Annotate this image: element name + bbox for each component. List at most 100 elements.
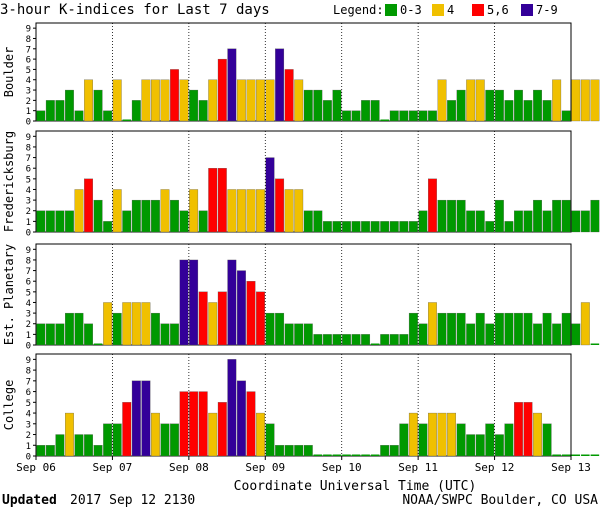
bar (275, 178, 285, 233)
bar (466, 323, 476, 346)
y-tick-label: 2 (26, 320, 31, 330)
bar (246, 281, 256, 346)
panel-frame (35, 243, 572, 346)
bar (332, 89, 342, 122)
y-tick-label: 6 (26, 165, 31, 175)
bar (141, 380, 151, 457)
bar (141, 199, 151, 233)
bar (342, 110, 351, 122)
legend-item-label-2: 5,6 (487, 3, 509, 17)
bar (533, 412, 542, 457)
bar (447, 312, 457, 346)
bar (170, 199, 179, 233)
bar (227, 359, 237, 457)
source-credit: NOAA/SWPC Boulder, CO USA (402, 493, 598, 508)
bar (84, 178, 93, 233)
bar (150, 79, 160, 122)
y-tick-label: 9 (26, 356, 31, 366)
bar (84, 79, 93, 122)
bar (55, 434, 65, 457)
bar (361, 454, 370, 456)
bar (74, 189, 84, 233)
bar (236, 380, 246, 457)
bar (571, 79, 581, 122)
bar (418, 323, 428, 346)
bar (217, 402, 227, 457)
bar (313, 210, 323, 233)
y-tick-label: 5 (26, 399, 31, 409)
bar (437, 312, 447, 346)
bar (590, 454, 600, 456)
station-label: Est. Planetary (2, 244, 16, 345)
bar (65, 412, 74, 457)
bar (514, 210, 523, 233)
bar (514, 402, 523, 457)
station-label: College (2, 380, 16, 431)
bar (580, 210, 590, 233)
y-tick-label: 6 (26, 388, 31, 398)
bar (256, 189, 265, 233)
bar (65, 89, 74, 122)
bar (65, 312, 74, 346)
bar (456, 423, 466, 457)
bar (131, 199, 141, 233)
bar (523, 210, 533, 233)
bar (399, 334, 409, 346)
bar (93, 89, 103, 122)
x-tick-label: Sep 06 (16, 461, 56, 474)
bar (380, 445, 390, 457)
bar (580, 302, 590, 346)
bar (246, 391, 256, 457)
bar (103, 110, 113, 122)
bar (494, 89, 504, 122)
legend-swatch-0 (385, 4, 397, 16)
y-tick-label: 9 (26, 133, 31, 143)
bar (141, 302, 151, 346)
y-tick-label: 8 (26, 367, 31, 377)
bar (131, 100, 141, 122)
bar (36, 210, 46, 233)
bar (294, 323, 304, 346)
bar (179, 259, 189, 346)
bar (256, 79, 265, 122)
bar (189, 391, 199, 457)
bar (408, 312, 418, 346)
bar (112, 423, 122, 457)
bar (112, 312, 122, 346)
station-label: Fredericksburg (2, 131, 16, 232)
bar (217, 168, 227, 233)
bar (208, 168, 218, 233)
bar (580, 79, 590, 122)
bar (475, 434, 485, 457)
bar (112, 79, 122, 122)
bar (198, 100, 208, 122)
bar (456, 199, 466, 233)
bar (370, 454, 380, 456)
bar (447, 199, 457, 233)
bar (103, 302, 113, 346)
bar (236, 79, 246, 122)
bar (208, 412, 218, 457)
bar (208, 79, 218, 122)
bar (418, 423, 428, 457)
y-tick-label: 1 (26, 331, 31, 341)
bar (552, 454, 561, 456)
y-tick-label: 4 (26, 76, 31, 86)
bar (380, 334, 390, 346)
legend-item-label-0: 0-3 (400, 3, 422, 17)
bar (475, 210, 485, 233)
bar (380, 221, 390, 233)
bar (45, 323, 55, 346)
bar (581, 454, 590, 456)
bar (571, 323, 581, 346)
bar (189, 189, 199, 233)
bar (246, 189, 256, 233)
bar (103, 423, 113, 457)
bar (313, 89, 323, 122)
y-tick-label: 1 (26, 218, 31, 228)
bar (179, 79, 189, 122)
bar (418, 210, 428, 233)
bar (590, 199, 600, 233)
